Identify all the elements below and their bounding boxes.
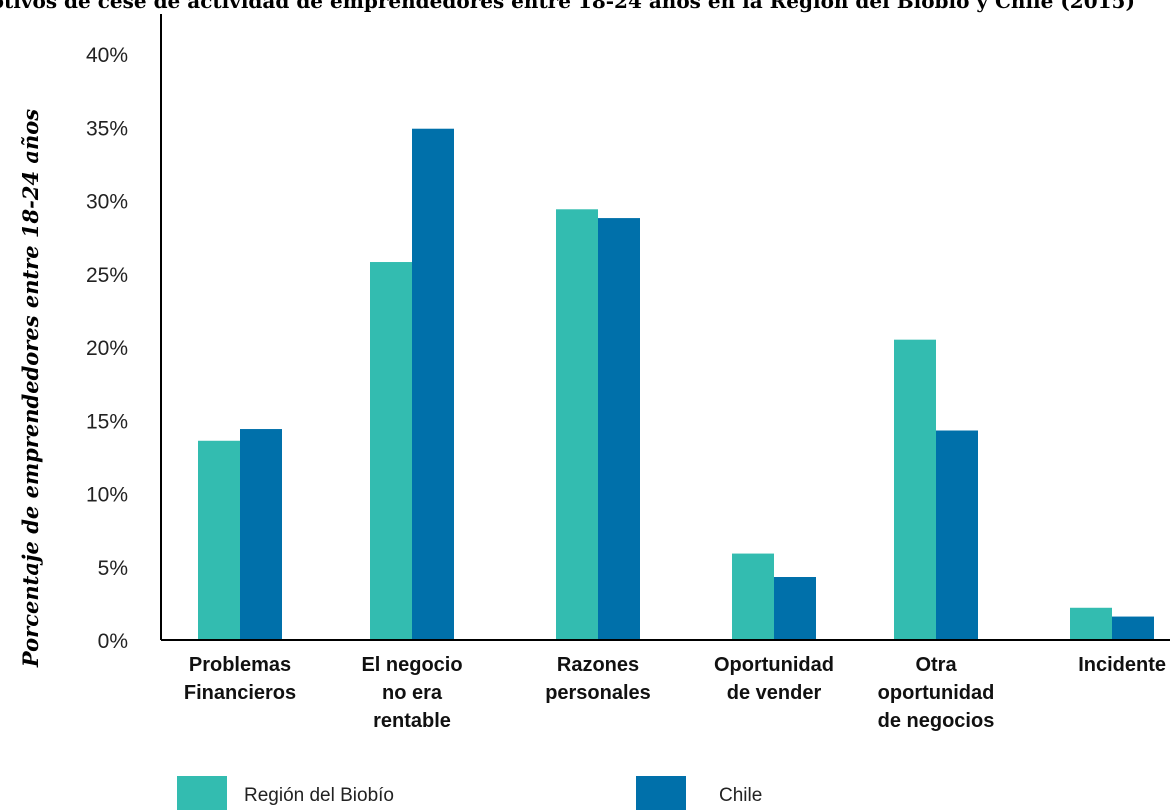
- y-tick-label: 30%: [86, 191, 128, 214]
- bar-chile: [598, 218, 640, 640]
- y-tick-label: 35%: [86, 117, 128, 140]
- bar-biobio: [556, 209, 598, 641]
- bar-biobio: [370, 262, 412, 640]
- y-tick-label: 15%: [86, 410, 128, 433]
- bar-chile: [240, 429, 282, 640]
- x-tick-label: Oportunidad de vender: [714, 654, 834, 704]
- legend-label: Región del Biobío: [244, 785, 394, 806]
- legend-label: Chile: [719, 785, 762, 806]
- bar-chile: [936, 430, 978, 640]
- x-axis-categories: Problemas Financieros El negocio no era rent…: [184, 654, 1166, 732]
- bar-biobio: [732, 553, 774, 640]
- bar-biobio: [1070, 607, 1112, 640]
- y-tick-label: 20%: [86, 337, 128, 360]
- bar-chile: [412, 128, 454, 640]
- x-tick-label: Problemas Financieros: [184, 654, 296, 704]
- y-axis-label: Porcentaje de emprendedores entre 18-24 …: [18, 109, 43, 668]
- legend-swatch: [636, 776, 686, 810]
- x-tick-label: Otra oportunidad de negocios: [878, 654, 995, 732]
- bar-biobio: [198, 440, 240, 640]
- y-tick-label: 10%: [86, 484, 128, 507]
- y-tick-label: 25%: [86, 264, 128, 287]
- y-tick-label: 5%: [98, 557, 128, 580]
- x-tick-label: El negocio no era rentable: [361, 654, 462, 732]
- x-tick-label: Incidente: [1078, 654, 1166, 676]
- legend-swatch: [177, 776, 227, 810]
- x-tick-label: Razones personales: [545, 654, 651, 704]
- bars: [198, 128, 1154, 641]
- bar-biobio: [894, 339, 936, 640]
- y-tick-label: 0%: [98, 630, 128, 653]
- bar-chile: [1112, 616, 1154, 640]
- chart-title-fragment: ig Motivos de cese de actividad de empre…: [0, 0, 1135, 13]
- bar-chile: [774, 577, 816, 640]
- y-tick-label: 40%: [86, 44, 128, 67]
- y-axis-ticks: 0% 5% 10% 15% 20% 25% 30% 35% 40%: [86, 44, 128, 653]
- legend: Región del Biobío Chile: [177, 776, 762, 810]
